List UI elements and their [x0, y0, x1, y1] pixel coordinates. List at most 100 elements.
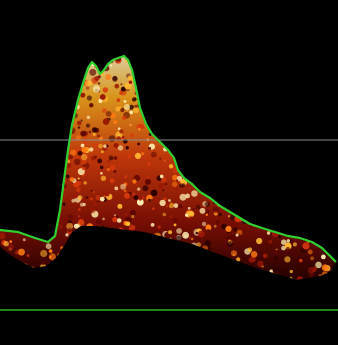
- speckle-dot: [124, 213, 129, 218]
- speckle-dot: [104, 191, 110, 197]
- speckle-dot: [70, 149, 77, 156]
- speckle-dot: [124, 175, 128, 179]
- speckle-dot: [137, 142, 141, 146]
- speckle-dot: [159, 199, 166, 207]
- speckle-dot: [145, 178, 151, 185]
- speckle-dot: [99, 165, 104, 170]
- speckle-dot: [207, 228, 210, 232]
- speckle-dot: [94, 76, 100, 81]
- speckle-dot: [116, 215, 119, 218]
- speckle-dot: [119, 129, 124, 134]
- speckle-dot: [227, 236, 230, 239]
- speckle-dot: [284, 256, 291, 263]
- speckle-dot: [173, 223, 177, 227]
- speckle-dot: [117, 203, 123, 209]
- speckle-dot: [132, 192, 136, 196]
- speckle-dot: [81, 160, 87, 165]
- speckle-dot: [120, 86, 126, 92]
- speckle-dot: [68, 220, 72, 224]
- speckle-dot: [124, 192, 131, 199]
- speckle-dot: [40, 249, 48, 258]
- speckle-dot: [150, 151, 157, 158]
- speckle-dot: [81, 153, 88, 161]
- speckle-dot: [172, 174, 178, 181]
- speckle-dot: [157, 225, 161, 229]
- speckle-dot: [176, 228, 183, 234]
- speckle-dot: [98, 143, 103, 149]
- speckle-dot: [201, 221, 207, 227]
- speckle-dot: [162, 212, 167, 217]
- speckle-dot: [205, 213, 208, 216]
- speckle-dot: [164, 182, 168, 186]
- speckle-dot: [49, 253, 56, 261]
- speckle-dot: [100, 172, 103, 175]
- speckle-dot: [86, 115, 91, 120]
- speckle-dot: [199, 207, 206, 214]
- speckle-dot: [236, 257, 241, 262]
- speckle-dot: [125, 146, 129, 150]
- speckle-dot: [307, 249, 313, 255]
- speckle-dot: [15, 250, 19, 253]
- speckle-dot: [146, 176, 150, 179]
- speckle-dot: [100, 175, 107, 181]
- speckle-dot: [103, 144, 107, 148]
- speckle-dot: [75, 187, 81, 193]
- speckle-dot: [110, 164, 116, 171]
- speckle-dot: [175, 187, 178, 190]
- speckle-dot: [110, 112, 116, 119]
- speckle-dot: [289, 269, 293, 274]
- speckle-dot: [125, 221, 131, 227]
- speckle-dot: [176, 175, 183, 182]
- speckle-dot: [229, 234, 236, 242]
- speckle-dot: [62, 202, 66, 206]
- speckle-dot: [41, 261, 46, 266]
- speckle-dot: [281, 245, 286, 251]
- speckle-dot: [134, 152, 142, 159]
- speckle-dot: [103, 195, 106, 198]
- speckle-dot: [113, 214, 117, 217]
- speckle-dot: [83, 181, 87, 185]
- speckle-dot: [112, 119, 118, 125]
- speckle-dot: [116, 98, 121, 102]
- speckle-dot: [308, 272, 315, 279]
- speckle-dot: [96, 200, 100, 204]
- speckle-dot: [108, 135, 116, 142]
- speckle-dot: [79, 202, 84, 207]
- speckle-dot: [232, 227, 238, 232]
- speckle-dot: [169, 215, 173, 219]
- speckle-dot: [321, 254, 326, 260]
- speckle-dot: [250, 251, 258, 258]
- speckle-dot: [98, 98, 103, 104]
- speckle-dot: [87, 80, 93, 86]
- speckle-dot: [188, 210, 195, 217]
- speckle-dot: [175, 235, 182, 242]
- speckle-dot: [85, 86, 90, 90]
- speckle-dot: [89, 147, 94, 152]
- speckle-dot: [121, 195, 124, 198]
- speckle-dot: [77, 215, 81, 218]
- speckle-dot: [117, 127, 121, 131]
- speckle-dot: [118, 164, 121, 166]
- speckle-dot: [68, 154, 74, 159]
- speckle-dot: [256, 237, 263, 245]
- speckle-dot: [159, 157, 162, 160]
- speckle-dot: [173, 203, 179, 208]
- speckle-dot: [80, 92, 86, 98]
- speckle-dot: [114, 186, 119, 191]
- speckle-dot: [122, 135, 125, 139]
- speckle-dot: [315, 261, 322, 269]
- speckle-dot: [204, 209, 210, 215]
- speckle-dot: [102, 108, 107, 114]
- speckle-dot: [102, 217, 105, 221]
- speckle-dot: [150, 189, 158, 197]
- speckle-dot: [146, 162, 151, 167]
- speckle-dot: [66, 222, 74, 230]
- speckle-dot: [179, 193, 187, 201]
- speckle-dot: [136, 198, 144, 206]
- speckle-dot: [195, 204, 201, 210]
- speckle-dot: [123, 189, 127, 193]
- speckle-dot: [96, 218, 102, 225]
- speckle-dot: [91, 127, 98, 133]
- speckle-dot: [114, 83, 120, 89]
